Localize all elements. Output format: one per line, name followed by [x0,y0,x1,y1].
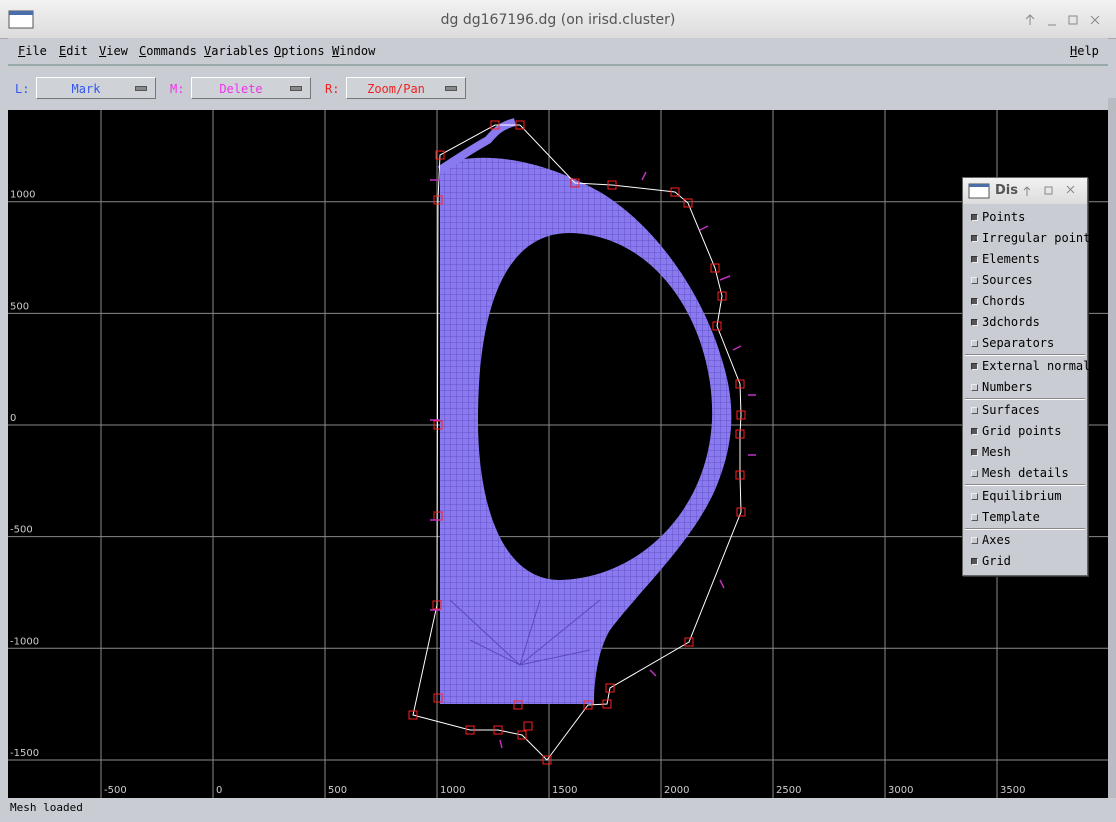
checkbox-label: Elements [982,252,1040,266]
checkbox-label: Points [982,210,1026,224]
menu-item[interactable]: Commands [139,44,197,58]
y-tick-label: -500 [10,525,33,536]
y-tick-label: -1500 [10,748,39,759]
menu-item[interactable]: Window [332,44,376,58]
mouse-key: M: [170,82,185,96]
x-tick-label: 0 [216,785,222,796]
checkbox [971,298,978,305]
checkbox-label: Irregular points [982,231,1098,245]
separator [965,354,1085,356]
status-text: Mesh loaded [10,801,83,814]
checkbox [971,256,978,263]
checkbox-label: 3dchords [982,315,1040,329]
window-title: dg dg167196.dg (on irisd.cluster) [440,12,676,28]
mode-dropdown[interactable]: Zoom/Pan [346,77,466,99]
checkbox-label: Grid points [982,424,1062,438]
panel-controls[interactable] [1021,184,1081,200]
checkbox-label: Grid [982,554,1011,568]
mesh [408,118,756,765]
checkbox [971,319,978,326]
checkbox [971,470,978,477]
y-tick-label: -1000 [10,636,39,647]
checkbox [971,384,978,391]
x-tick-label: 1500 [552,785,577,796]
mode-label: Mark [71,82,101,96]
dropdown-indicator [290,86,302,91]
checkbox-label: Separators [982,336,1055,350]
checkbox [971,340,978,347]
status-bar: Mesh loaded [8,799,1108,819]
mode-label: Delete [219,82,263,96]
x-tick-label: 2000 [664,785,689,796]
x-tick-label: 3500 [1000,785,1025,796]
checkbox [971,537,978,544]
checkbox-label: Numbers [982,380,1033,394]
checkbox-label: Sources [982,273,1033,287]
menu-item[interactable]: File [18,44,47,58]
checkbox-label: Mesh [982,445,1011,459]
window-icon [8,10,34,29]
dropdown-indicator [445,86,457,91]
checkbox [971,214,978,221]
panel-title-bar: Dis [963,178,1087,204]
checkbox-label: Equilibrium [982,489,1062,503]
menu-help[interactable]: Help [1070,44,1099,58]
mouse-key: R: [325,82,340,96]
x-tick-label: 500 [328,785,347,796]
toolbar: L: Mark M: Delete R: Zoom/Pan [8,66,1108,108]
separator [965,398,1085,400]
menu-item[interactable]: Edit [59,44,88,58]
mouse-key: L: [15,82,30,96]
checkbox [971,277,978,284]
panel-title: Dis [995,183,1018,198]
checkbox [971,235,978,242]
menu-item[interactable]: Options [274,44,325,58]
checkbox-label: Mesh details [982,466,1069,480]
mode-dropdown[interactable]: Delete [191,77,311,99]
x-tick-label: 1000 [440,785,465,796]
x-tick-label: 3000 [888,785,913,796]
y-tick-label: 0 [10,413,16,424]
menu-bar: File Edit View Commands Variables Options Wind… [8,38,1108,66]
checkbox [971,493,978,500]
window-controls[interactable] [1020,11,1110,31]
dropdown-indicator [135,86,147,91]
x-tick-label: -500 [104,785,127,796]
display-panel: Dis Points Irregular points Elements Source… [962,177,1098,576]
checkbox [971,407,978,414]
menu-item[interactable]: View [99,44,128,58]
window-border [1108,98,1116,798]
mode-label: Zoom/Pan [367,82,425,96]
checkbox-label: Axes [982,533,1011,547]
plot-canvas[interactable]: -500 0 500 1000 1500 2000 2500 3000 3500 1000 500 0… [8,110,1108,798]
checkbox [971,363,978,370]
separator [965,484,1085,486]
checkbox-label: Chords [982,294,1026,308]
checkbox [971,558,978,565]
x-tick-label: 2500 [776,785,801,796]
checkbox [971,428,978,435]
panel-icon [968,183,990,199]
y-tick-label: 500 [10,301,29,312]
separator [965,528,1085,530]
checkbox [971,514,978,521]
mode-dropdown[interactable]: Mark [36,77,156,99]
menu-item[interactable]: Variables [204,44,270,58]
checkbox-label: Template [982,510,1040,524]
checkbox-label: Surfaces [982,403,1040,417]
checkbox [971,449,978,456]
checkbox-label: External normals [982,359,1098,373]
y-tick-label: 1000 [10,190,35,201]
title-bar: dg dg167196.dg (on irisd.cluster) [0,0,1116,39]
